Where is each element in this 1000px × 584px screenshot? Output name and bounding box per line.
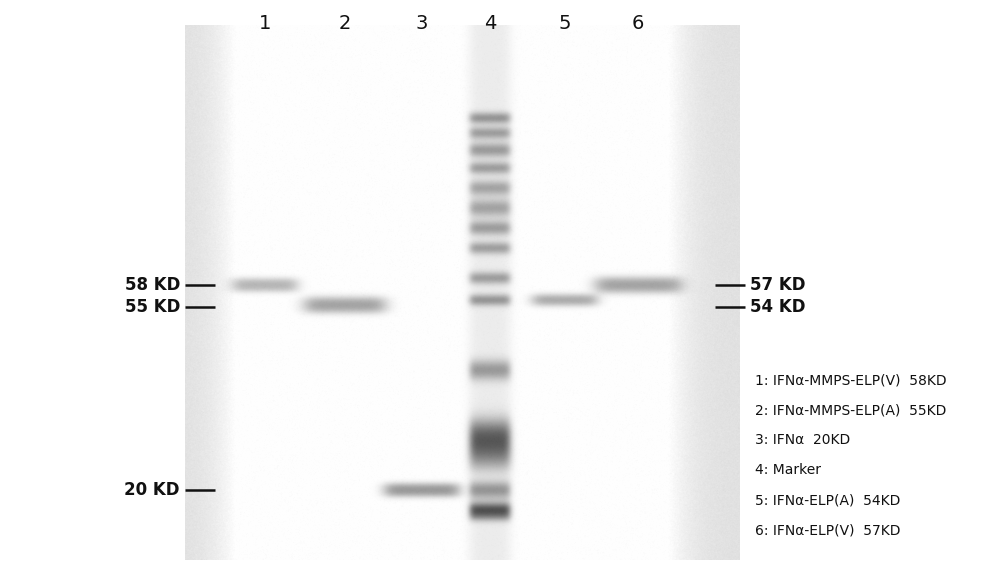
Text: 6: IFNα-ELP(V)  57KD: 6: IFNα-ELP(V) 57KD	[755, 523, 900, 537]
Text: 2: IFNα-MMPS-ELP(A)  55KD: 2: IFNα-MMPS-ELP(A) 55KD	[755, 403, 946, 417]
Text: 5: 5	[559, 14, 571, 33]
Text: 4: Marker: 4: Marker	[755, 463, 821, 477]
Text: 57 KD: 57 KD	[750, 276, 806, 294]
Text: 4: 4	[484, 14, 496, 33]
Text: 5: IFNα-ELP(A)  54KD: 5: IFNα-ELP(A) 54KD	[755, 493, 900, 507]
Text: 1: 1	[259, 14, 271, 33]
Text: 20 KD: 20 KD	[124, 481, 180, 499]
Text: 3: IFNα  20KD: 3: IFNα 20KD	[755, 433, 850, 447]
Text: 1: IFNα-MMPS-ELP(V)  58KD: 1: IFNα-MMPS-ELP(V) 58KD	[755, 373, 947, 387]
Text: 58 KD: 58 KD	[125, 276, 180, 294]
Text: 3: 3	[416, 14, 428, 33]
Text: 55 KD: 55 KD	[125, 298, 180, 316]
Text: 6: 6	[632, 14, 644, 33]
Text: 2: 2	[339, 14, 351, 33]
Text: 54 KD: 54 KD	[750, 298, 806, 316]
